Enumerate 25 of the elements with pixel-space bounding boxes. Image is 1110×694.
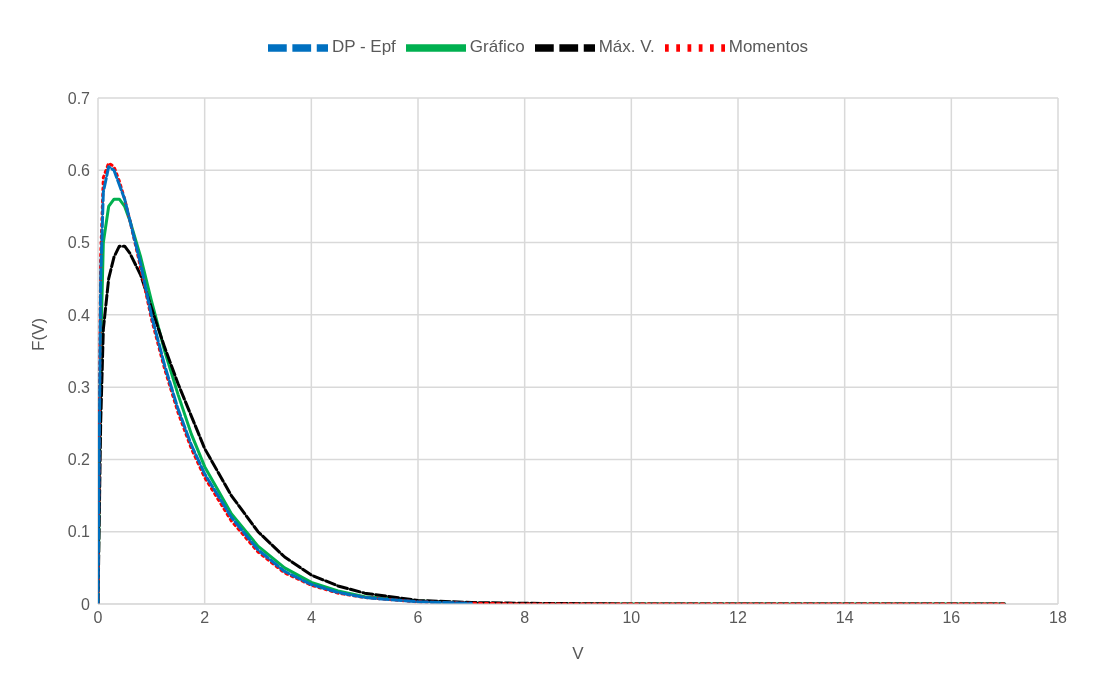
y-tick-label: 0.1	[67, 523, 91, 541]
x-tick-label: 2	[200, 609, 210, 627]
y-tick-label: 0.7	[67, 89, 91, 107]
y-tick-label: 0.5	[67, 234, 91, 252]
legend-label: Gráfico	[469, 37, 525, 57]
x-tick-label: 10	[622, 609, 641, 627]
x-tick-label: 18	[1049, 609, 1067, 627]
x-tick-label: 6	[413, 609, 423, 627]
x-tick-label: 14	[835, 609, 854, 627]
y-axis-title: F(V)	[29, 317, 49, 351]
x-tick-label: 8	[520, 609, 530, 627]
legend-label: Máx. V.	[598, 37, 655, 57]
legend-label: DP - Epf	[331, 37, 396, 57]
y-tick-label: 0	[81, 595, 91, 613]
y-tick-label: 0.3	[67, 378, 91, 396]
line-series	[98, 165, 473, 604]
x-tick-label: 12	[729, 609, 747, 627]
y-tick-label: 0.6	[67, 161, 91, 179]
x-tick-label: 4	[306, 609, 316, 627]
x-tick-label: 0	[93, 609, 103, 627]
x-axis-title: V	[572, 644, 585, 663]
x-tick-label: 16	[942, 609, 961, 627]
y-tick-label: 0.4	[67, 306, 91, 324]
legend-label: Momentos	[728, 37, 809, 57]
y-tick-label: 0.2	[67, 451, 91, 469]
